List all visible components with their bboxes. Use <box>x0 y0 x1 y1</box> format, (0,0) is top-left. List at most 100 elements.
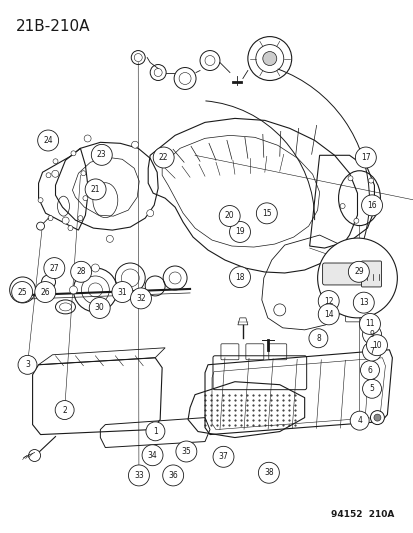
Circle shape <box>162 465 183 486</box>
Text: 37: 37 <box>218 453 228 462</box>
Circle shape <box>128 465 149 486</box>
Text: 8: 8 <box>315 334 320 343</box>
Circle shape <box>360 361 379 379</box>
Text: 94152  210A: 94152 210A <box>330 510 394 519</box>
Circle shape <box>370 410 384 425</box>
FancyBboxPatch shape <box>322 263 368 285</box>
Text: 25: 25 <box>17 287 27 296</box>
Text: 26: 26 <box>40 287 50 296</box>
Circle shape <box>35 281 56 303</box>
Text: 5: 5 <box>369 384 374 393</box>
Text: 13: 13 <box>358 298 368 307</box>
Circle shape <box>38 130 59 151</box>
Text: 23: 23 <box>97 150 106 159</box>
Circle shape <box>113 286 121 294</box>
Text: 1: 1 <box>153 427 157 436</box>
Text: 24: 24 <box>43 136 53 145</box>
Text: 12: 12 <box>323 296 332 305</box>
Text: 20: 20 <box>224 212 234 221</box>
Circle shape <box>131 141 138 148</box>
Text: 11: 11 <box>364 319 374 328</box>
Circle shape <box>176 441 196 462</box>
Circle shape <box>368 178 373 183</box>
Text: 18: 18 <box>235 273 244 281</box>
Circle shape <box>52 170 59 177</box>
Circle shape <box>112 281 133 303</box>
Circle shape <box>317 238 396 318</box>
Circle shape <box>12 281 33 303</box>
Circle shape <box>38 198 43 203</box>
Text: 17: 17 <box>360 153 370 162</box>
Circle shape <box>256 203 277 224</box>
Text: 35: 35 <box>181 447 191 456</box>
Text: 4: 4 <box>356 416 361 425</box>
Text: 28: 28 <box>76 268 85 276</box>
Circle shape <box>91 264 99 272</box>
Circle shape <box>85 179 106 200</box>
Text: 21B-210A: 21B-210A <box>16 19 90 34</box>
Text: 9: 9 <box>369 330 374 339</box>
Text: 14: 14 <box>323 310 333 319</box>
Circle shape <box>106 236 113 243</box>
Circle shape <box>71 151 76 156</box>
Circle shape <box>366 335 387 356</box>
Circle shape <box>68 225 73 231</box>
Circle shape <box>373 414 380 421</box>
Text: 30: 30 <box>95 303 104 312</box>
Circle shape <box>352 292 373 313</box>
Text: 19: 19 <box>235 228 244 237</box>
Circle shape <box>308 329 327 348</box>
Circle shape <box>219 206 240 227</box>
Circle shape <box>142 445 163 466</box>
Text: 10: 10 <box>371 341 381 350</box>
Circle shape <box>362 379 381 398</box>
Circle shape <box>48 216 53 221</box>
Circle shape <box>213 446 233 467</box>
Text: 36: 36 <box>168 471 178 480</box>
Circle shape <box>84 135 91 142</box>
Circle shape <box>44 257 65 279</box>
Circle shape <box>46 173 51 177</box>
Circle shape <box>18 356 37 374</box>
Text: 2: 2 <box>62 406 67 415</box>
Circle shape <box>28 449 40 462</box>
Circle shape <box>318 304 338 325</box>
Text: 7: 7 <box>369 347 374 356</box>
Circle shape <box>361 195 382 216</box>
Circle shape <box>354 147 375 168</box>
Text: 6: 6 <box>367 366 372 375</box>
Circle shape <box>55 401 74 419</box>
Circle shape <box>81 171 86 176</box>
Circle shape <box>229 222 250 243</box>
Circle shape <box>89 297 110 318</box>
FancyBboxPatch shape <box>361 261 380 287</box>
Text: 3: 3 <box>25 360 30 369</box>
Text: 27: 27 <box>50 264 59 272</box>
Text: 31: 31 <box>117 287 127 296</box>
Circle shape <box>53 159 58 164</box>
Text: 34: 34 <box>147 451 157 460</box>
Text: 16: 16 <box>366 201 376 210</box>
Circle shape <box>347 176 352 181</box>
Circle shape <box>36 222 45 230</box>
Circle shape <box>83 196 88 200</box>
Circle shape <box>146 209 153 216</box>
Circle shape <box>130 288 151 309</box>
Circle shape <box>339 204 344 208</box>
Circle shape <box>91 144 112 165</box>
Circle shape <box>347 261 368 282</box>
Circle shape <box>372 207 377 212</box>
Text: 33: 33 <box>134 471 143 480</box>
Circle shape <box>318 290 338 311</box>
Circle shape <box>69 286 77 294</box>
Text: 15: 15 <box>261 209 271 218</box>
Circle shape <box>353 219 358 223</box>
Circle shape <box>153 147 174 168</box>
Circle shape <box>362 325 381 344</box>
Circle shape <box>358 313 380 334</box>
Circle shape <box>91 308 99 316</box>
Text: 22: 22 <box>159 153 168 162</box>
Circle shape <box>62 217 69 224</box>
Circle shape <box>362 342 381 361</box>
Circle shape <box>229 266 250 288</box>
